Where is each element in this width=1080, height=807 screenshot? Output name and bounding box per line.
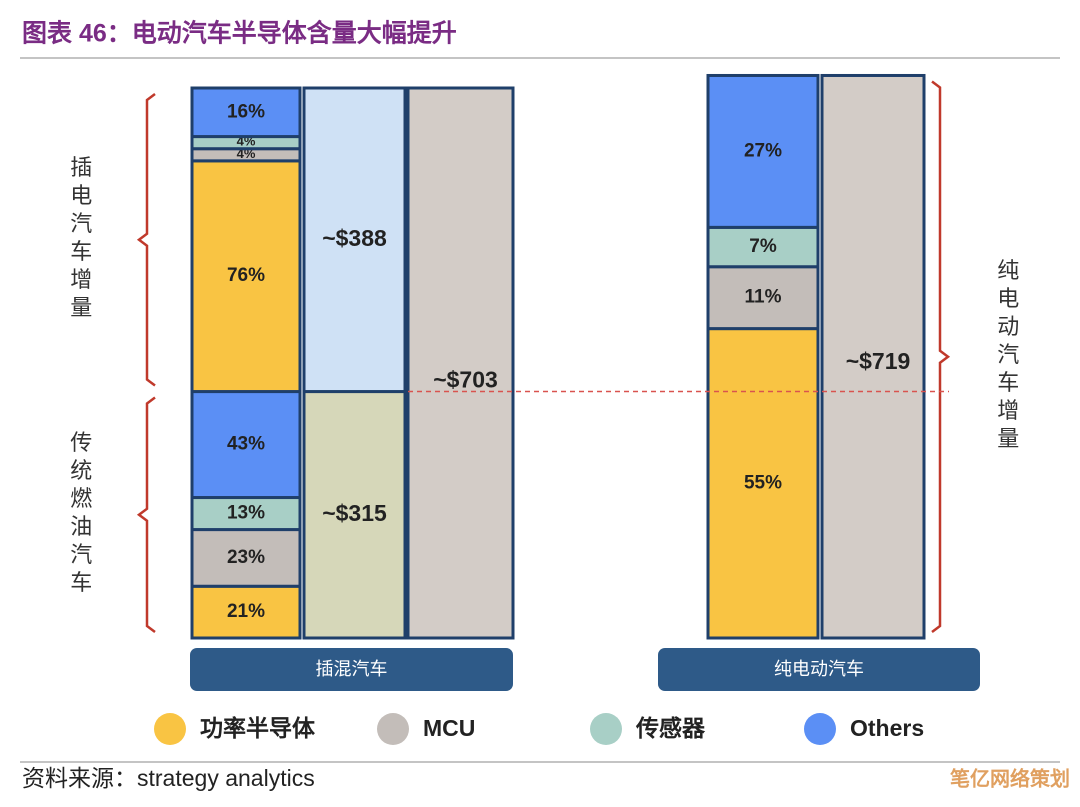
share-segment bbox=[706, 327, 820, 640]
share-unit: % bbox=[765, 287, 782, 308]
total-bar bbox=[406, 86, 515, 640]
block-bar bbox=[302, 86, 407, 394]
share-unit: % bbox=[765, 140, 782, 161]
bracket-label: 传统燃油汽车 bbox=[67, 431, 92, 599]
share-unit: % bbox=[248, 265, 265, 286]
share-label: 23% bbox=[227, 547, 265, 568]
legend-swatch bbox=[590, 713, 622, 745]
total-bar bbox=[820, 73, 926, 640]
share-value: 55 bbox=[744, 472, 766, 493]
share-segment bbox=[190, 496, 302, 532]
total-label: ~$719 bbox=[846, 348, 911, 374]
share-value: 13 bbox=[227, 503, 248, 524]
share-value: 43 bbox=[227, 434, 248, 455]
share-unit: % bbox=[760, 236, 777, 257]
legend-label: 传感器 bbox=[635, 715, 706, 741]
share-segment bbox=[190, 86, 302, 139]
legend-swatch bbox=[154, 713, 186, 745]
bracket-label: 纯电动汽车增量 bbox=[994, 259, 1019, 455]
share-segment bbox=[190, 159, 302, 394]
total-label: ~$703 bbox=[433, 367, 498, 393]
legend-label: Others bbox=[850, 715, 924, 741]
share-label: 76% bbox=[227, 265, 265, 286]
category-box bbox=[190, 648, 513, 691]
watermark: 笔亿网络策划 bbox=[950, 766, 1070, 790]
share-segment bbox=[190, 528, 302, 588]
bracket bbox=[136, 93, 156, 387]
block-value-label: ~$388 bbox=[322, 225, 387, 251]
share-value: 11 bbox=[745, 287, 766, 308]
legend-swatch bbox=[377, 713, 409, 745]
chart-title: 图表 46：电动汽车半导体含量大幅提升 bbox=[22, 19, 457, 48]
share-label: 11% bbox=[745, 287, 782, 308]
share-label: 21% bbox=[227, 601, 265, 622]
share-value: 27 bbox=[744, 140, 765, 161]
share-value: 76 bbox=[227, 265, 248, 286]
share-value: 7 bbox=[749, 236, 760, 257]
bracket-label: 插电汽车增量 bbox=[67, 156, 92, 324]
share-value: 23 bbox=[227, 547, 248, 568]
share-label: 55% bbox=[744, 472, 782, 493]
share-value: 16 bbox=[227, 101, 248, 122]
share-unit: % bbox=[248, 101, 265, 122]
share-unit: % bbox=[248, 434, 265, 455]
share-segment bbox=[706, 225, 820, 269]
category-box bbox=[658, 648, 980, 691]
legend-swatch bbox=[804, 713, 836, 745]
share-value: 21 bbox=[227, 601, 249, 622]
share-label: 27% bbox=[744, 140, 782, 161]
block-bar bbox=[302, 390, 407, 640]
source: 资料来源：strategy analytics bbox=[22, 765, 315, 791]
legend-label: 功率半导体 bbox=[200, 715, 316, 741]
block-value-label: ~$315 bbox=[322, 500, 387, 526]
share-value: 4 bbox=[237, 134, 245, 149]
share-label: 43% bbox=[227, 434, 265, 455]
share-label: 13% bbox=[227, 503, 265, 524]
share-value: 4 bbox=[237, 146, 245, 161]
bracket bbox=[136, 396, 156, 633]
category-label: 插混汽车 bbox=[316, 659, 388, 679]
legend-label: MCU bbox=[423, 715, 475, 741]
share-label: 16% bbox=[227, 101, 265, 122]
share-unit: % bbox=[248, 547, 265, 568]
share-unit: % bbox=[765, 472, 782, 493]
share-segment bbox=[706, 265, 820, 331]
bracket bbox=[931, 80, 951, 633]
share-unit: % bbox=[248, 503, 265, 524]
share-unit: % bbox=[248, 601, 265, 622]
share-segment bbox=[706, 73, 820, 229]
category-label: 纯电动汽车 bbox=[774, 659, 864, 679]
share-label: 7% bbox=[749, 236, 777, 257]
